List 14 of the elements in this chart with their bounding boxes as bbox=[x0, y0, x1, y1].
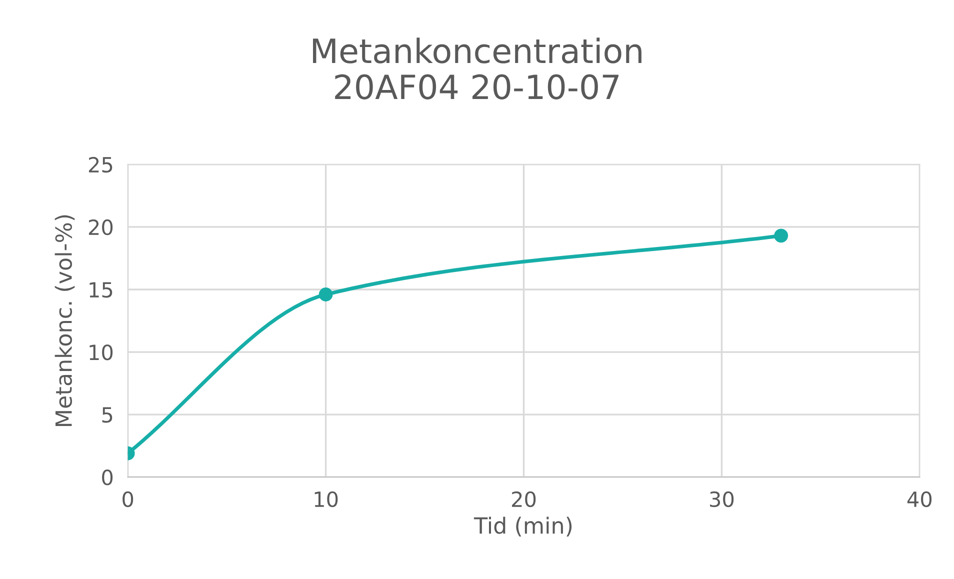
y-tick-label: 25 bbox=[88, 156, 112, 173]
x-axis-title: Tid (min) bbox=[474, 516, 572, 537]
y-tick-label: 5 bbox=[102, 407, 112, 423]
y-axis-title: Metankonc. (vol-%) bbox=[54, 215, 75, 426]
x-tick-label: 20 bbox=[512, 491, 536, 508]
y-tick-label: 15 bbox=[90, 282, 112, 298]
y-tick-label: 0 bbox=[102, 470, 113, 486]
x-tick-label: 10 bbox=[314, 491, 338, 508]
x-tick-label: 40 bbox=[907, 491, 932, 508]
y-tick-label: 20 bbox=[88, 219, 113, 236]
x-tick-label: 30 bbox=[710, 491, 734, 508]
x-tick-label: 0 bbox=[122, 491, 134, 508]
chart-title: Metankoncentration 20AF04 20-10-07 bbox=[313, 38, 642, 100]
y-tick-label: 10 bbox=[90, 344, 113, 360]
